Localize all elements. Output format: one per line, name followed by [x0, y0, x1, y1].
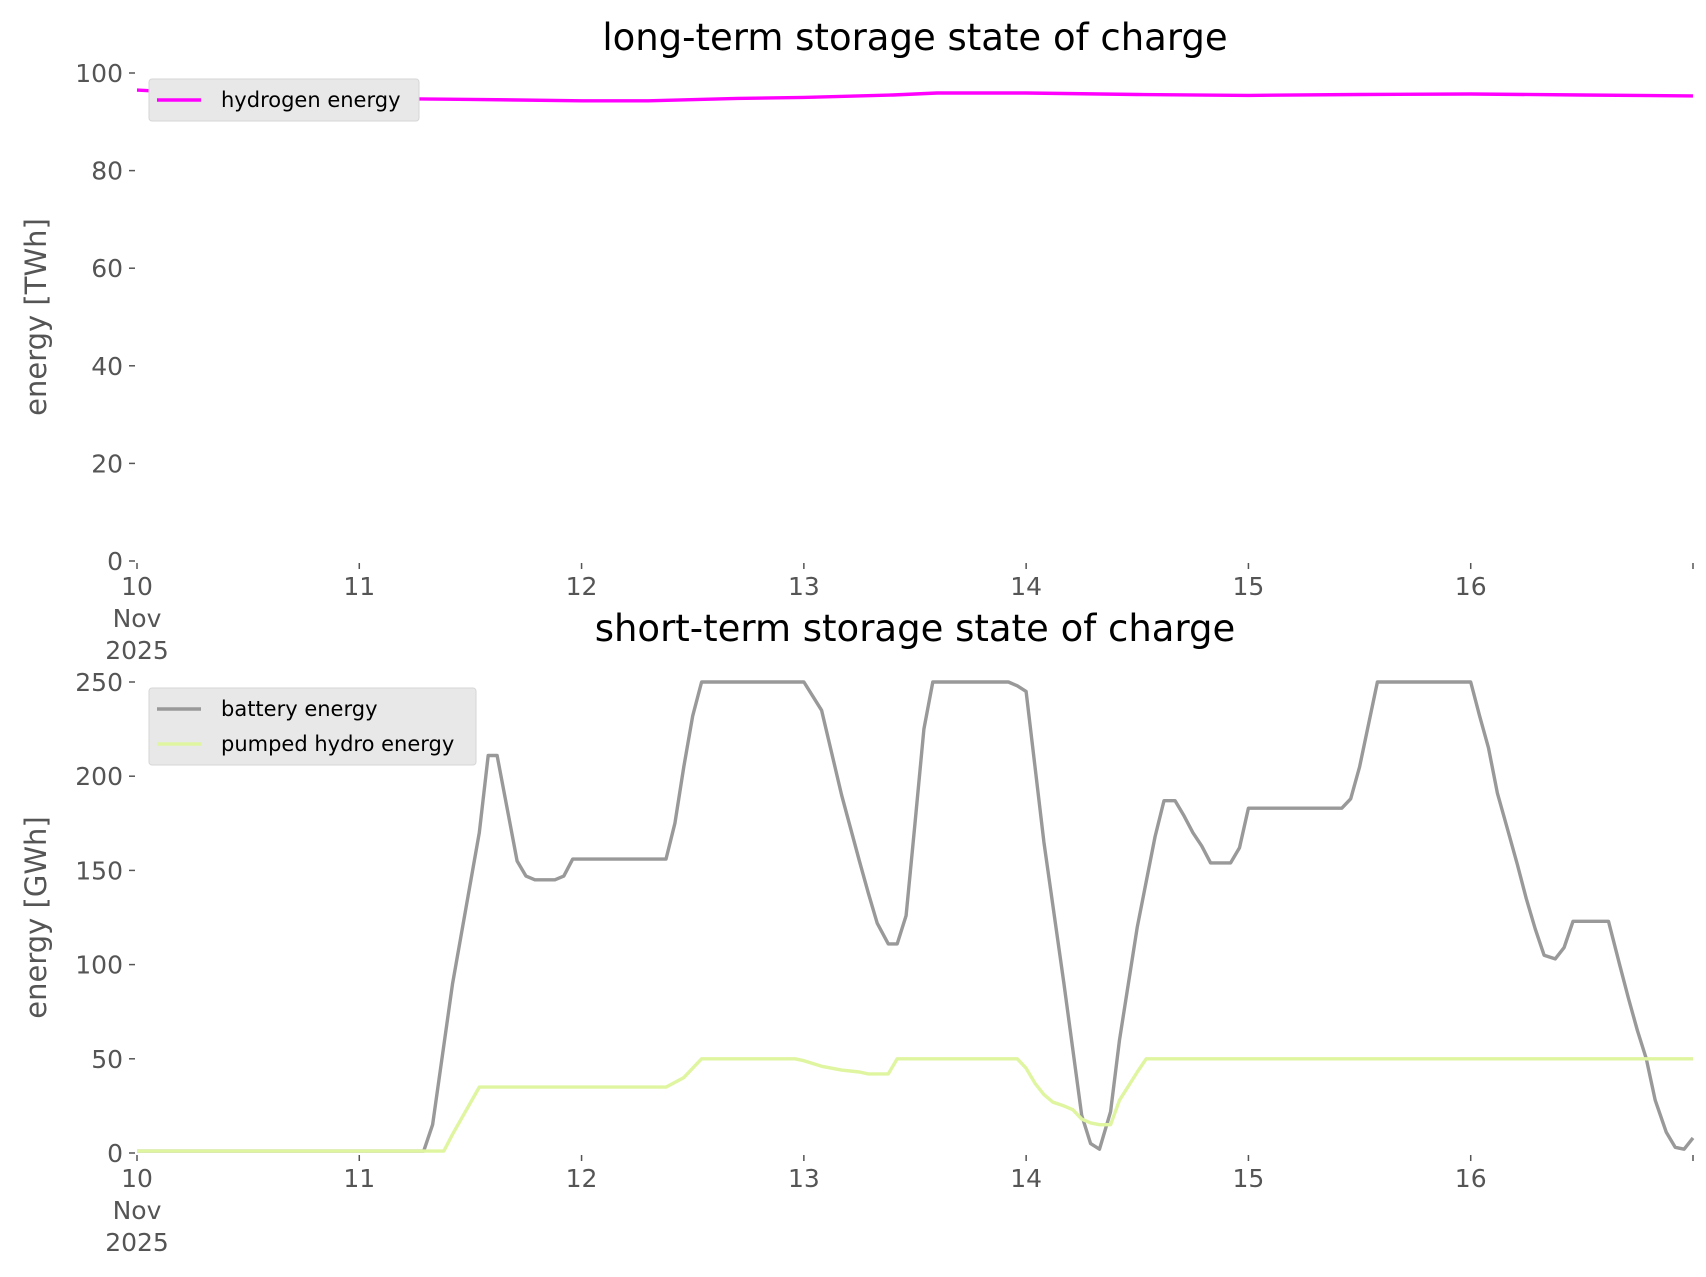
- legend-label: battery energy: [221, 697, 378, 721]
- chart-title: short-term storage state of charge: [595, 607, 1236, 650]
- x-tick-label: 16: [1455, 1164, 1487, 1193]
- series-line-hydrogen-energy: [136, 88, 1694, 103]
- x-tick-label: Nov: [113, 604, 162, 633]
- y-axis-label: energy [TWh]: [19, 218, 53, 416]
- x-tick-label: 2025: [105, 1228, 169, 1257]
- x-tick-label: 12: [566, 1164, 598, 1193]
- y-tick-label: 150: [75, 856, 123, 885]
- y-tick-label: 0: [107, 1139, 123, 1168]
- y-tick-label: 50: [91, 1045, 123, 1074]
- x-tick-label: 2025: [105, 636, 169, 665]
- short-term-storage-panel: short-term storage state of charge energy…: [19, 607, 1695, 1257]
- y-tick-label: 0: [107, 547, 123, 576]
- y-tick-label: 80: [91, 157, 123, 186]
- x-tick-label: 10: [121, 1164, 153, 1193]
- long-term-storage-panel: long-term storage state of charge energy …: [19, 16, 1694, 665]
- x-tick-label: 13: [788, 572, 820, 601]
- legend-box: [148, 687, 477, 766]
- legend-label: pumped hydro energy: [221, 732, 454, 756]
- series-line-battery-energy: [137, 680, 1695, 1153]
- x-tick-label: 14: [1010, 572, 1042, 601]
- x-tick-label: Nov: [113, 1196, 162, 1225]
- chart-title: long-term storage state of charge: [602, 16, 1227, 59]
- legend-box: [148, 78, 420, 122]
- x-tick-label: 14: [1010, 1164, 1042, 1193]
- x-tick-label: 11: [343, 1164, 375, 1193]
- y-tick-label: 200: [75, 762, 123, 791]
- x-tick-label: 12: [566, 572, 598, 601]
- y-tick-label: 40: [91, 352, 123, 381]
- x-tick-label: 15: [1233, 572, 1265, 601]
- x-tick-label: 11: [343, 572, 375, 601]
- x-tick-label: 13: [788, 1164, 820, 1193]
- y-axis-label: energy [GWh]: [19, 816, 53, 1018]
- y-tick-label: 100: [75, 59, 123, 88]
- y-tick-label: 100: [75, 951, 123, 980]
- y-tick-label: 250: [75, 668, 123, 697]
- x-tick-label: 15: [1233, 1164, 1265, 1193]
- legend-label: hydrogen energy: [221, 88, 401, 112]
- y-tick-label: 60: [91, 254, 123, 283]
- x-tick-label: 10: [121, 572, 153, 601]
- x-tick-label: 16: [1455, 572, 1487, 601]
- series-line-pumped-hydro-energy: [137, 1057, 1693, 1153]
- y-tick-label: 20: [91, 449, 123, 478]
